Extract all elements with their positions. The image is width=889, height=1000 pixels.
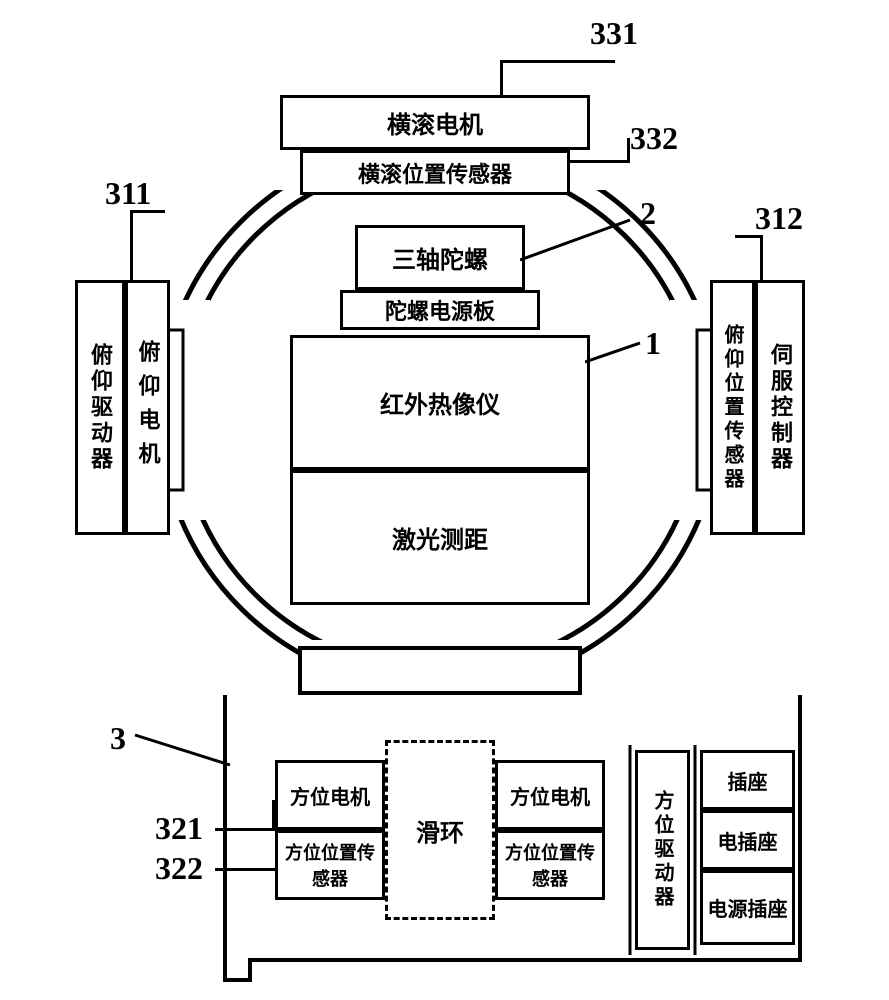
servo-ctrl-box: 伺服控制器 [755,280,805,535]
socket-label: 插座 [728,766,768,795]
lead-332-h [570,160,630,163]
az-sensor-left-label: 方位位置传感器 [278,839,382,891]
pitch-sensor-box: 俯仰位置传感器 [710,280,755,535]
callout-312: 312 [755,200,803,237]
callout-311: 311 [105,175,151,212]
slip-ring-label: 滑环 [416,813,464,848]
elec-socket-box: 电插座 [700,810,795,870]
gyro-power-label: 陀螺电源板 [385,294,495,326]
lead-311-v [130,210,133,280]
diagram-root: 横滚电机 横滚位置传感器 三轴陀螺 陀螺电源板 红外热像仪 激光测距 俯仰驱动器… [0,0,889,1000]
power-socket-box: 电源插座 [700,870,795,945]
az-sensor-left-box: 方位位置传感器 [275,830,385,900]
slip-ring-box: 滑环 [385,740,495,920]
gyro-box: 三轴陀螺 [355,225,525,290]
laser-range-box: 激光测距 [290,470,590,605]
az-sensor-right-box: 方位位置传感器 [495,830,605,900]
lead-321-h [215,828,275,831]
callout-322: 322 [155,850,203,887]
callout-332: 332 [630,120,678,157]
roll-motor-box: 横滚电机 [280,95,590,150]
callout-2: 2 [640,195,656,232]
pitch-driver-label: 俯仰驱动器 [84,343,116,473]
callout-331: 331 [590,15,638,52]
ir-imager-box: 红外热像仪 [290,335,590,470]
az-driver-box: 方位驱动器 [635,750,690,950]
pitch-driver-box: 俯仰驱动器 [75,280,125,535]
az-motor-left-label: 方位电机 [290,781,370,810]
pitch-motor-box: 俯仰电机 [125,280,170,535]
lead-312-v [760,235,763,280]
power-socket-label: 电源插座 [708,893,788,922]
socket-box: 插座 [700,750,795,810]
az-motor-left-box: 方位电机 [275,760,385,830]
roll-motor-label: 横滚电机 [387,105,483,140]
az-motor-right-box: 方位电机 [495,760,605,830]
lead-322-h [215,868,275,871]
lead-312-h [735,235,763,238]
lead-331-v [500,60,503,95]
lead-3 [130,720,240,770]
az-driver-label: 方位驱动器 [648,790,677,910]
lead-1 [585,340,650,370]
pitch-sensor-label: 俯仰位置传感器 [718,324,747,492]
lead-321-v [272,800,275,830]
servo-ctrl-label: 伺服控制器 [764,343,796,473]
laser-range-label: 激光测距 [392,520,488,555]
gyro-power-box: 陀螺电源板 [340,290,540,330]
lead-311-h [130,210,165,213]
lead-2 [520,215,640,265]
az-motor-right-label: 方位电机 [510,781,590,810]
az-sensor-right-label: 方位位置传感器 [498,839,602,891]
callout-321: 321 [155,810,203,847]
elec-socket-label: 电插座 [718,826,778,855]
roll-sensor-box: 横滚位置传感器 [300,150,570,195]
pitch-motor-label: 俯仰电机 [132,340,164,476]
lead-331-h [500,60,615,63]
roll-sensor-label: 横滚位置传感器 [358,157,512,189]
lead-332-v [627,138,630,163]
callout-3: 3 [110,720,126,757]
gyro-label: 三轴陀螺 [392,240,488,275]
ir-imager-label: 红外热像仪 [380,385,500,420]
